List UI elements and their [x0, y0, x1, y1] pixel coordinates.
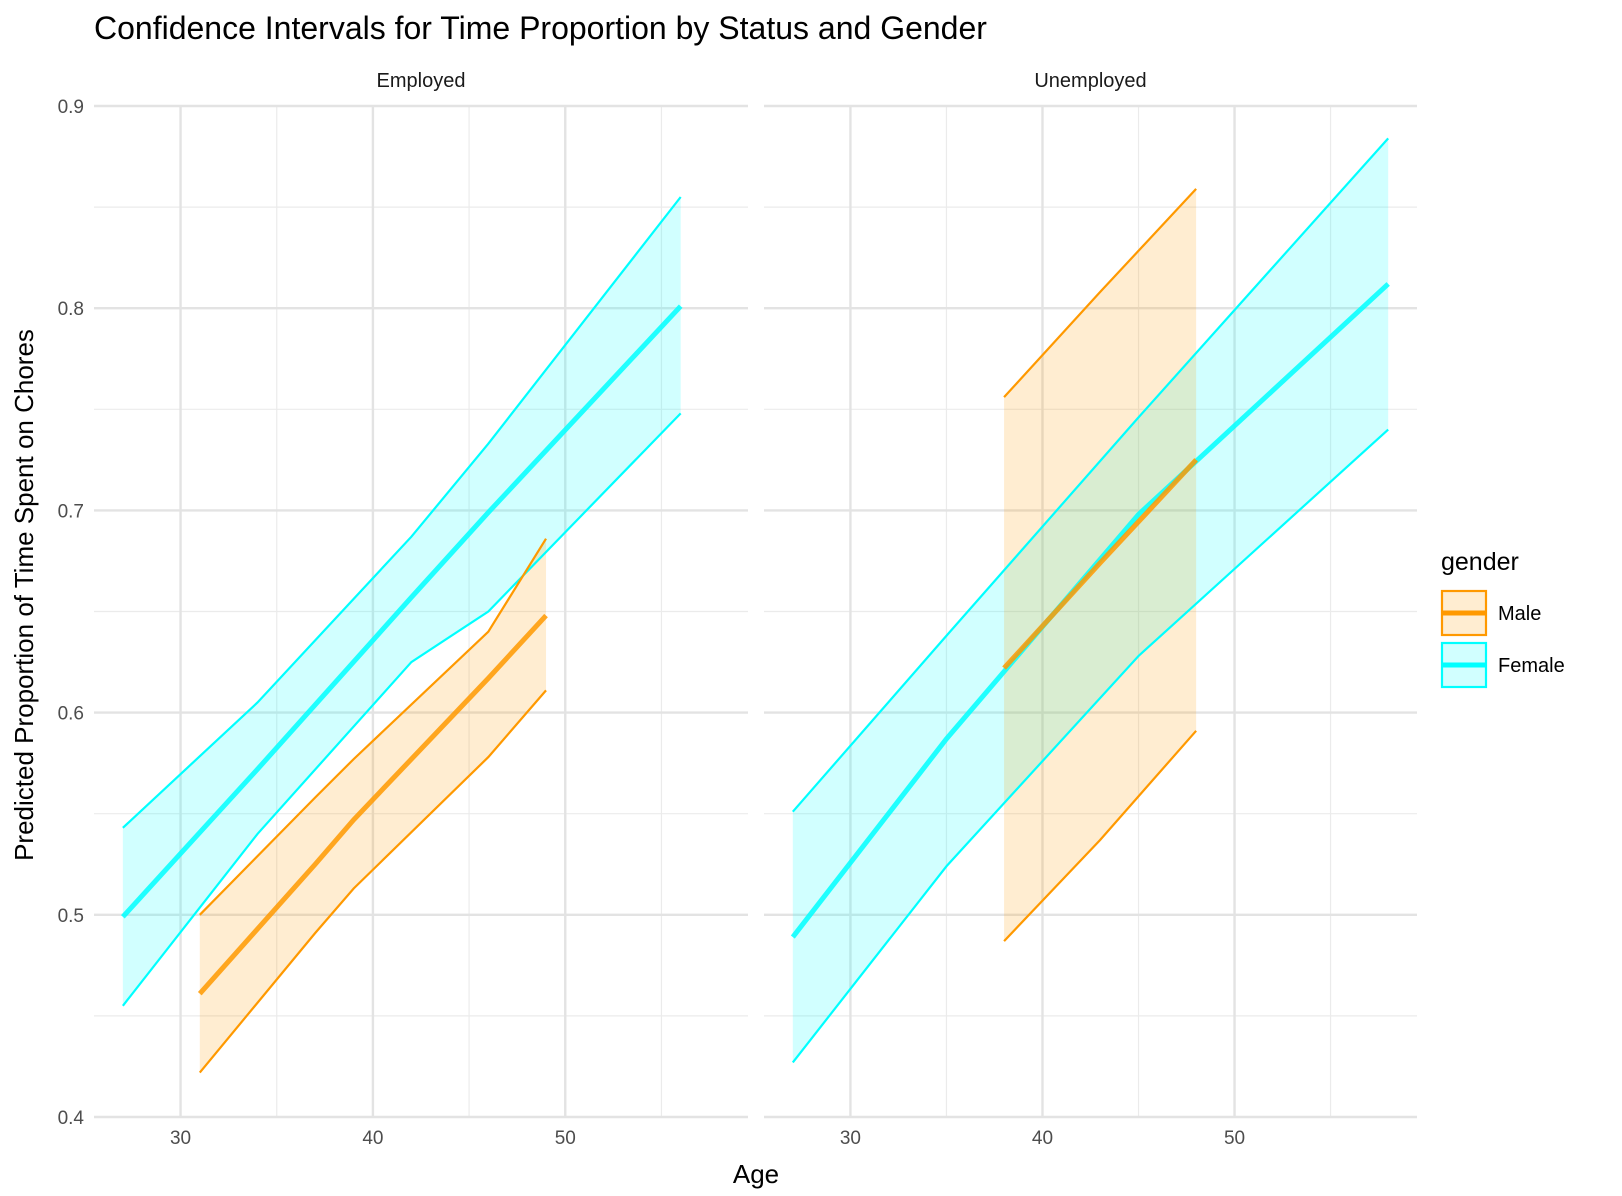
y-axis-title: Predicted Proportion of Time Spent on Ch…	[9, 329, 39, 861]
legend-key-male	[1440, 589, 1488, 637]
upper-bound-line-female	[122, 196, 682, 829]
legend-label-male: Male	[1498, 603, 1541, 625]
y-tick-label: 0.7	[58, 501, 84, 522]
ci-band-female	[792, 138, 1389, 1063]
lower-bound-line-male	[1003, 730, 1197, 942]
legend: gender Male Female	[1440, 548, 1565, 689]
upper-bound-line-male	[199, 538, 547, 916]
x-tick-label: 40	[1032, 1128, 1053, 1149]
upper-bound-line-female	[791, 137, 1390, 813]
legend-label-female: Female	[1498, 655, 1565, 677]
y-tick-label: 0.4	[58, 1108, 85, 1129]
panel-unemployed: Unemployed 30 40 50	[764, 70, 1417, 1149]
panel-strip-label: Employed	[377, 70, 466, 92]
y-tick-label: 0.6	[58, 704, 84, 725]
panel-strip-label: Unemployed	[1034, 70, 1146, 92]
legend-title: gender	[1441, 548, 1519, 576]
ci-band-female	[122, 196, 681, 1006]
lower-bound-line-female	[121, 412, 682, 1007]
fit-line-male	[197, 613, 548, 996]
panel-employed: Employed 30 40 50	[94, 70, 748, 1149]
upper-bound-line-male	[1003, 188, 1197, 398]
x-tick-label: 40	[362, 1128, 383, 1149]
x-tick-label: 50	[555, 1128, 576, 1149]
x-tick-label: 30	[170, 1128, 191, 1149]
legend-key-female	[1440, 641, 1488, 689]
lower-bound-line-male	[198, 689, 547, 1074]
fit-line-male	[1002, 458, 1198, 670]
chart-title: Confidence Intervals for Time Proportion…	[94, 10, 987, 46]
x-tick-label: 50	[1224, 1128, 1245, 1149]
x-tick-label: 30	[840, 1128, 861, 1149]
y-tick-label: 0.9	[58, 97, 84, 118]
y-tick-label: 0.8	[58, 299, 84, 320]
ci-band-male	[199, 538, 547, 1073]
lower-bound-line-female	[791, 428, 1389, 1064]
y-tick-label: 0.5	[58, 906, 84, 927]
fit-line-female	[121, 304, 683, 919]
x-axis-title: Age	[733, 1159, 779, 1189]
